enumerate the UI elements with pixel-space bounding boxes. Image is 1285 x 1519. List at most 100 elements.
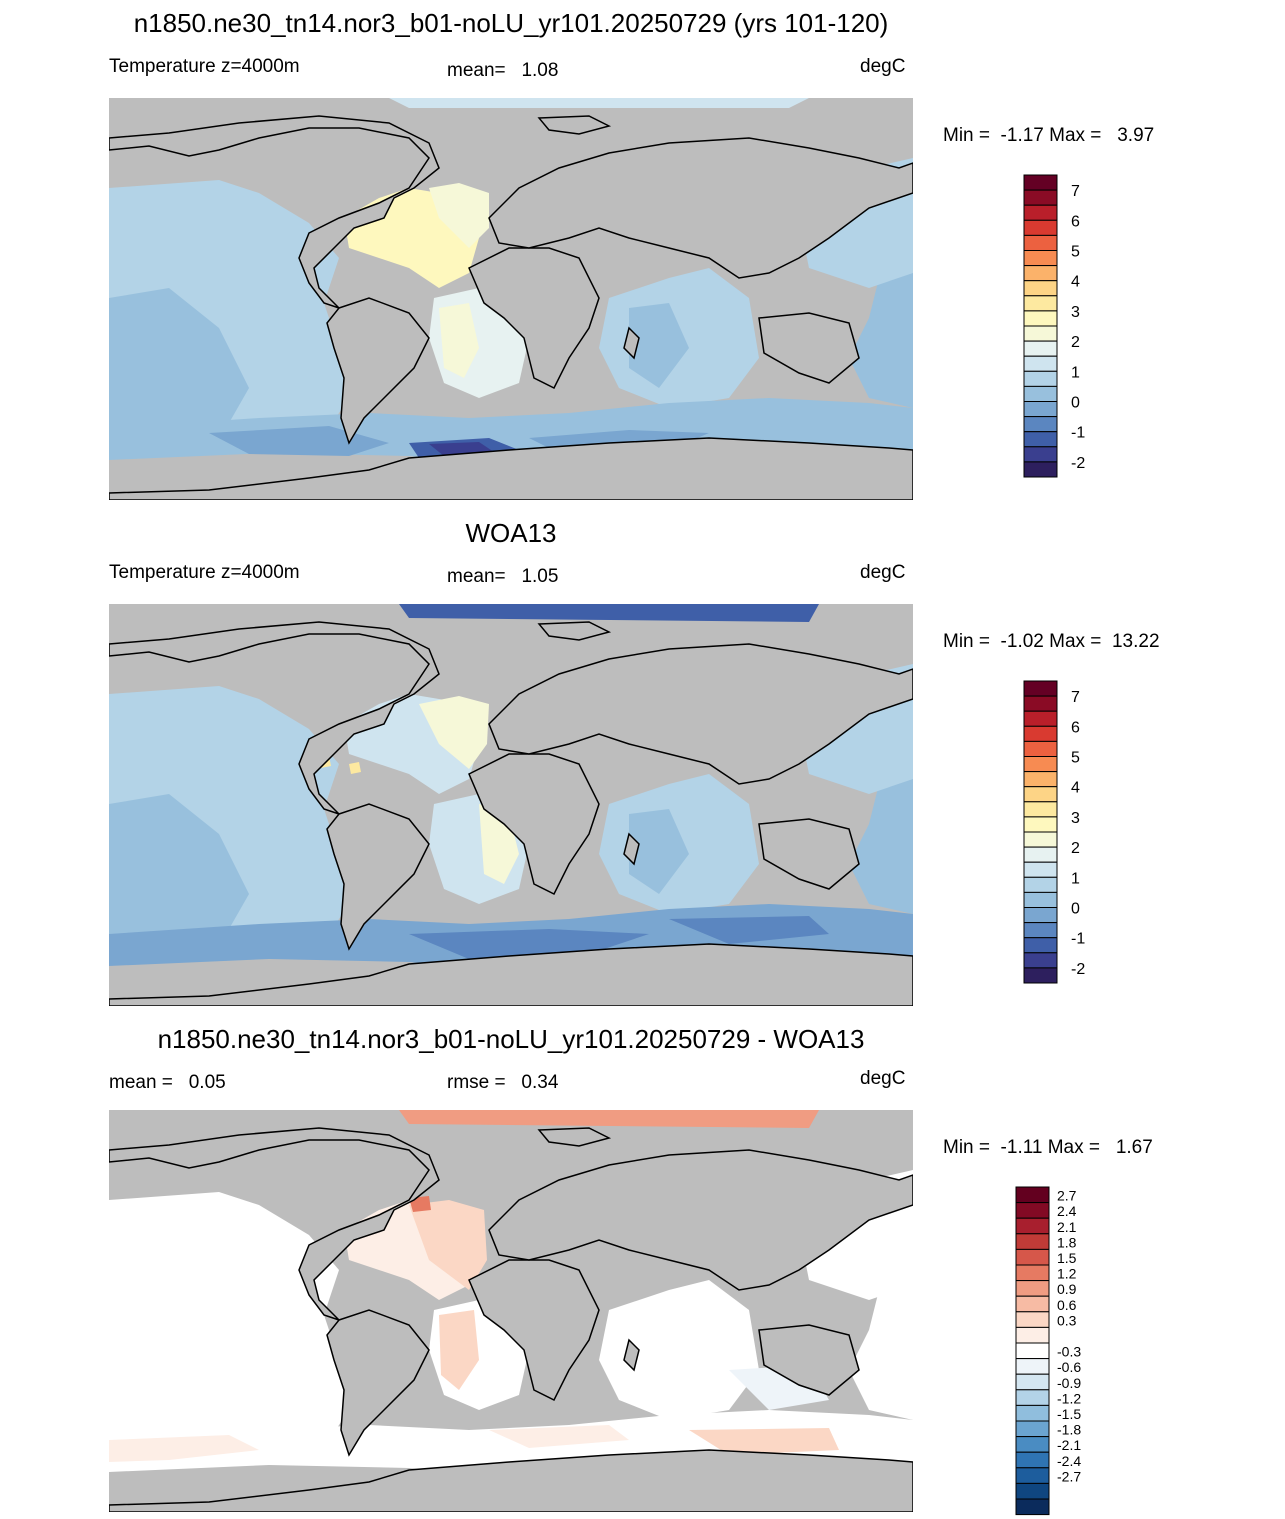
colorbar-tick-label: 0 (1071, 395, 1080, 412)
panel3-map (109, 1110, 913, 1512)
panel3-rmse-label: rmse = 0.34 (447, 1072, 559, 1093)
colorbar-tick-label: -1.8 (1057, 1422, 1081, 1438)
colorbar-swatch (1023, 280, 1058, 297)
panel1-colorbar-svg: -2 -1 0 1 2 3 4 5 6 7 (1023, 174, 1085, 478)
panel2-title: WOA13 (465, 518, 557, 548)
colorbar-swatch (1023, 846, 1058, 863)
colorbar-tick-label: 1.8 (1057, 1234, 1077, 1250)
panel3-colorbar-svg: 2.72.42.11.81.51.20.90.60.3-0.3-0.6-0.9-… (1015, 1186, 1081, 1516)
colorbar-tick-label: 7 (1071, 689, 1080, 706)
colorbar-tick-label: 3 (1071, 810, 1080, 827)
colorbar-tick-label: 6 (1071, 213, 1080, 230)
colorbar-swatch (1015, 1311, 1050, 1328)
colorbar-swatch (1023, 265, 1058, 282)
panel2-variable-label: Temperature z=4000m (109, 562, 300, 583)
colorbar-swatch (1023, 416, 1058, 433)
colorbar-tick-label: 6 (1071, 719, 1080, 736)
panel2-coastlines (109, 621, 913, 1006)
colorbar-swatch (1023, 446, 1058, 463)
panel3-title: n1850.ne30_tn14.nor3_b01-noLU_yr101.2025… (157, 1024, 865, 1054)
colorbar-swatch (1015, 1248, 1050, 1266)
colorbar-swatch (1023, 967, 1058, 984)
panel1-map (109, 98, 913, 500)
colorbar-swatch (1023, 461, 1058, 478)
colorbar-swatch (1015, 1389, 1050, 1406)
colorbar-swatch (1023, 431, 1058, 448)
colorbar-swatch (1023, 937, 1058, 954)
colorbar-swatch (1015, 1498, 1050, 1516)
panel2-map (109, 604, 913, 1006)
colorbar-tick-label: -0.6 (1057, 1359, 1081, 1375)
colorbar-swatch (1023, 325, 1058, 342)
colorbar-tick-label: 7 (1071, 183, 1080, 200)
colorbar-tick-label: -2.1 (1057, 1437, 1081, 1453)
colorbar-tick-label: 2 (1071, 334, 1080, 351)
colorbar-tick-label: -2.4 (1057, 1453, 1081, 1469)
panel1-colorbar: -2 -1 0 1 2 3 4 5 6 7 (1023, 174, 1144, 495)
colorbar-swatch (1023, 891, 1058, 908)
colorbar-swatch (1023, 725, 1058, 742)
colorbar-swatch (1015, 1451, 1050, 1469)
panel1-units-label: degC (860, 56, 906, 77)
panel3-mean-label: mean = 0.05 (109, 1072, 226, 1093)
colorbar-tick-label: 2.1 (1057, 1219, 1077, 1235)
colorbar-swatch (1015, 1358, 1050, 1375)
panel2-colorbar: -2 -1 0 1 2 3 4 5 6 7 (1023, 680, 1144, 1001)
colorbar-swatch (1023, 952, 1058, 969)
colorbar-tick-label: -2 (1071, 455, 1085, 472)
colorbar-tick-label: 1 (1071, 364, 1080, 381)
colorbar-swatch (1023, 401, 1058, 418)
colorbar-tick-label: 4 (1071, 274, 1080, 291)
panel2-units-label: degC (860, 562, 906, 583)
colorbar-tick-label: -1.2 (1057, 1390, 1081, 1406)
colorbar-swatch (1023, 801, 1058, 818)
colorbar-swatch (1015, 1404, 1050, 1422)
panel3-coastlines (109, 1127, 913, 1512)
colorbar-swatch (1023, 786, 1058, 803)
colorbar-tick-label: 0.6 (1057, 1297, 1077, 1313)
colorbar-tick-label: 4 (1071, 780, 1080, 797)
colorbar-swatch (1023, 756, 1058, 773)
colorbar-swatch (1015, 1233, 1050, 1250)
colorbar-tick-label: 3 (1071, 304, 1080, 321)
colorbar-swatch (1023, 310, 1058, 327)
colorbar-swatch (1023, 355, 1058, 372)
colorbar-swatch (1023, 876, 1058, 893)
colorbar-swatch (1015, 1342, 1050, 1360)
colorbar-swatch (1015, 1467, 1050, 1484)
panel1-minmax-label: Min = -1.17 Max = 3.97 (943, 125, 1155, 146)
colorbar-tick-label: -2 (1071, 961, 1085, 978)
colorbar-tick-label: -1 (1071, 425, 1085, 442)
colorbar-tick-label: 0 (1071, 901, 1080, 918)
colorbar-swatch (1023, 816, 1058, 833)
colorbar-tick-label: -1.5 (1057, 1406, 1081, 1422)
colorbar-swatch (1015, 1202, 1050, 1219)
colorbar-swatch (1023, 710, 1058, 727)
colorbar-swatch (1023, 831, 1058, 848)
colorbar-swatch (1023, 680, 1058, 697)
colorbar-swatch (1023, 370, 1058, 387)
colorbar-swatch (1015, 1436, 1050, 1453)
panel1-coastlines (109, 115, 913, 500)
colorbar-tick-label: 1.2 (1057, 1266, 1077, 1282)
colorbar-swatch (1023, 234, 1058, 252)
colorbar-swatch (1015, 1373, 1050, 1391)
colorbar-tick-label: 2.4 (1057, 1203, 1077, 1219)
colorbar-swatch (1023, 295, 1058, 312)
colorbar-swatch (1015, 1186, 1050, 1204)
colorbar-swatch (1023, 189, 1058, 206)
panel3-units-label: degC (860, 1068, 906, 1089)
colorbar-swatch (1015, 1420, 1050, 1438)
colorbar-swatch (1023, 219, 1058, 236)
colorbar-swatch (1015, 1280, 1050, 1297)
colorbar-tick-label: 2.7 (1057, 1188, 1077, 1204)
colorbar-swatch (1023, 204, 1058, 221)
colorbar-swatch (1023, 907, 1058, 924)
colorbar-tick-label: 2 (1071, 840, 1080, 857)
panel1-title: n1850.ne30_tn14.nor3_b01-noLU_yr101.2025… (133, 8, 889, 38)
colorbar-tick-label: -0.3 (1057, 1344, 1081, 1360)
colorbar-tick-label: 5 (1071, 750, 1080, 767)
panel1-variable-label: Temperature z=4000m (109, 56, 300, 77)
panel3-colorbar: 2.7 2.4 2.1 1.8 1.5 1.2 0.9 0.6 0.3 -0.3 -0.6 -0.9-… (1015, 1186, 1136, 1517)
panel2-colorbar-svg: -2 -1 0 1 2 3 4 5 6 7 (1023, 680, 1085, 984)
